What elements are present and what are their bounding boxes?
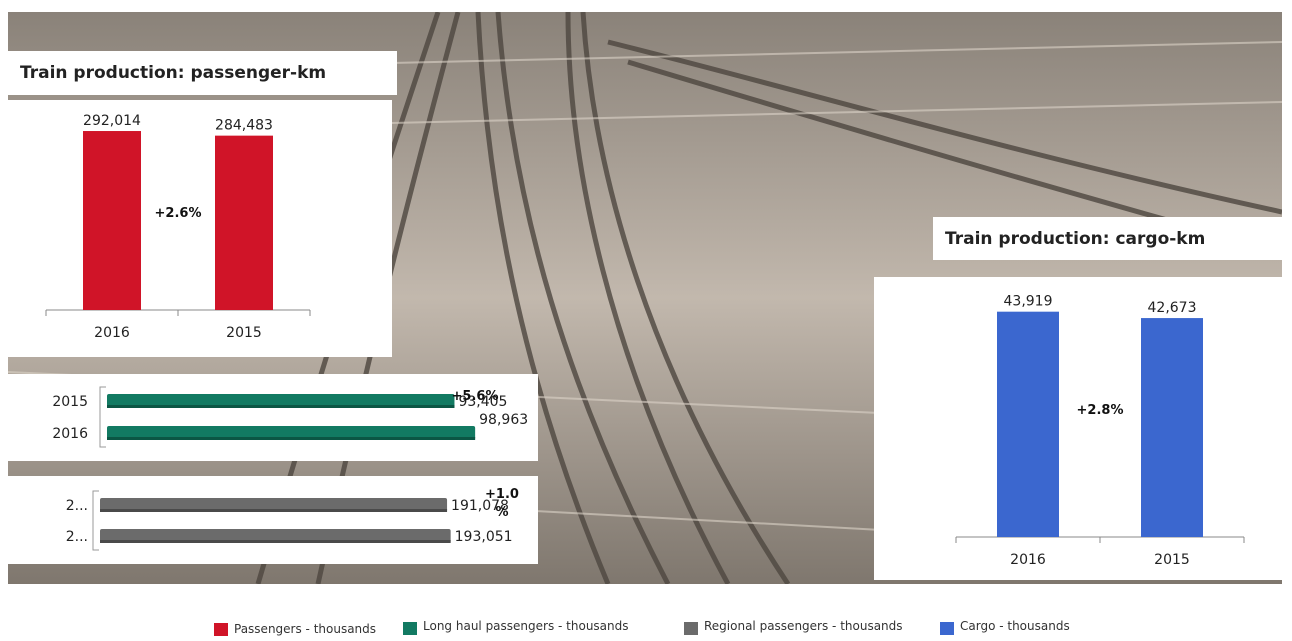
category-axis-bracket <box>99 386 106 448</box>
legend-label-regional: Regional passengers - thousands <box>704 619 903 633</box>
bar-2015 <box>215 135 273 310</box>
change-percent-label: +1.0 <box>485 487 519 502</box>
legend-swatch-cargo <box>940 622 954 635</box>
legend-swatch-passengers <box>214 622 228 636</box>
x-tick-label: 2015 <box>226 325 262 341</box>
bar-value-label: 93,405 <box>458 394 507 410</box>
x-tick-label: 2016 <box>94 325 130 341</box>
bar-2015 <box>1141 318 1203 537</box>
legend-label-passengers: Passengers - thousands <box>234 622 377 636</box>
hbar-shadow <box>100 540 451 543</box>
bar-value-label: 191,078 <box>451 498 509 514</box>
change-percent-label: % <box>495 505 508 520</box>
hbar-shadow <box>107 405 455 408</box>
legend-label-cargo: Cargo - thousands <box>960 619 1070 633</box>
x-tick-label: 2016 <box>1010 552 1046 568</box>
y-tick-label: 2016 <box>52 426 88 442</box>
cargo-km-title-box: Train production: cargo-km <box>933 217 1285 260</box>
bar-value-label: 292,014 <box>83 113 141 129</box>
cargo-km-chart: 43,919 2016 42,673 2015 +2.8% <box>955 294 1245 568</box>
bar-value-label: 42,673 <box>1148 300 1197 316</box>
hbar-shadow <box>100 509 448 512</box>
long-haul-chart: 2015 93,405 2016 98,963 +5.6% <box>52 386 528 448</box>
chart-legend: Passengers - thousands Long haul passeng… <box>0 619 1292 640</box>
legend-item-regional: Regional passengers - thousands <box>684 617 903 635</box>
legend-item-cargo: Cargo - thousands <box>940 617 1070 635</box>
legend-swatch-regional <box>684 622 698 635</box>
passenger-km-chart-panel: 292,014 2016 284,483 2015 +2.6% <box>8 100 392 357</box>
cargo-km-chart-panel: 43,919 2016 42,673 2015 +2.8% <box>874 277 1282 580</box>
bar-2016 <box>997 311 1059 537</box>
legend-item-long-haul: Long haul passengers - thousands <box>403 617 629 635</box>
passenger-km-title-box: Train production: passenger-km <box>8 51 397 95</box>
bar-value-label: 193,051 <box>455 529 513 545</box>
regional-chart: 2... 191,078 2... 193,051 +1.0% <box>66 487 519 551</box>
legend-item-passengers: Passengers - thousands <box>214 622 376 636</box>
hbar-shadow <box>107 437 476 440</box>
category-axis-bracket <box>92 490 99 551</box>
change-percent-label: +5.6% <box>452 389 499 404</box>
change-percent-label: +2.8% <box>1077 403 1124 418</box>
hbar-1 <box>107 426 476 440</box>
legend-swatch-long-haul <box>403 622 417 635</box>
regional-chart-panel: 2... 191,078 2... 193,051 +1.0% <box>8 476 538 564</box>
hbar-0 <box>100 498 448 512</box>
hbar-1 <box>100 529 451 543</box>
bar-value-label: 43,919 <box>1004 294 1053 310</box>
change-percent-label: +2.6% <box>155 206 202 221</box>
long-haul-chart-panel: 2015 93,405 2016 98,963 +5.6% <box>8 374 538 461</box>
bar-value-label: 284,483 <box>215 118 273 134</box>
cargo-km-title: Train production: cargo-km <box>945 228 1206 249</box>
bar-2016 <box>83 131 141 310</box>
passenger-km-chart: 292,014 2016 284,483 2015 +2.6% <box>45 113 311 341</box>
y-tick-label: 2... <box>66 529 88 545</box>
bar-value-label: 98,963 <box>479 412 528 428</box>
passenger-km-title: Train production: passenger-km <box>20 63 327 83</box>
legend-label-long-haul: Long haul passengers - thousands <box>423 619 629 633</box>
y-tick-label: 2... <box>66 498 88 514</box>
x-tick-label: 2015 <box>1154 552 1190 568</box>
y-tick-label: 2015 <box>52 394 88 410</box>
hbar-0 <box>107 394 455 408</box>
